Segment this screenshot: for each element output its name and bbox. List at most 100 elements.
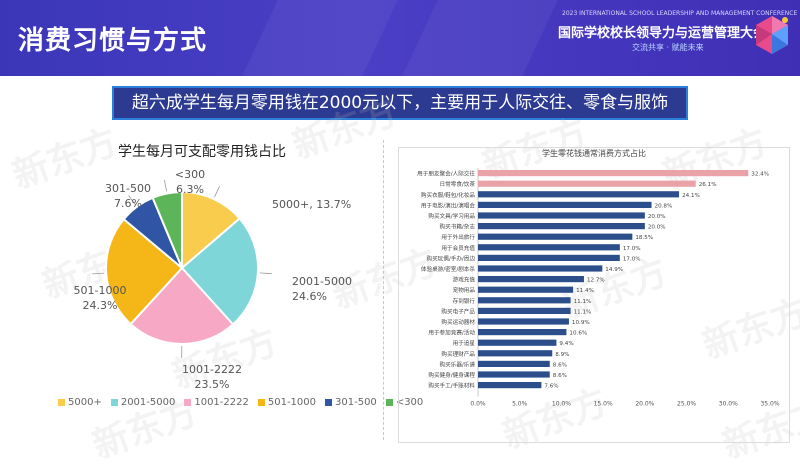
header-decoration [402, 0, 557, 76]
bar-value-label: 20.0% [648, 214, 666, 220]
legend-label: 2001-5000 [121, 397, 176, 408]
bar-用于朋友聚会/人际交往 [478, 170, 748, 176]
legend-item-501-1000: 501-1000 [258, 397, 316, 408]
pie-label-5000+: 5000+, 13.7% [272, 197, 351, 212]
bar-value-label: 10.6% [569, 331, 587, 337]
x-tick-label: 20.0% [635, 401, 654, 408]
bar-value-label: 20.8% [655, 203, 673, 209]
bar-体验桌游/密室/剧本杀 [478, 265, 602, 271]
bar-chart: 用于朋友聚会/人际交往 32.4% 日常零食/饮茶 26.1% 购买衣服/鞋包/化妆品 2… [398, 160, 790, 442]
bar-购买电子产品 [478, 308, 571, 314]
watermark-text: 新东方 [84, 383, 203, 469]
bar-category-label: 购买衣服/鞋包/化妆品 [421, 191, 476, 199]
bar-value-label: 11.4% [576, 288, 594, 294]
section-divider [383, 140, 384, 440]
x-tick-label: 5.0% [512, 401, 528, 408]
legend-swatch [58, 399, 65, 406]
bar-value-label: 32.4% [751, 172, 769, 178]
bar-用于外出旅行 [478, 234, 632, 240]
bar-value-label: 7.6% [544, 384, 558, 390]
header-decoration [242, 0, 397, 76]
bar-category-label: 存到银行 [453, 297, 476, 305]
x-tick-label: 30.0% [719, 401, 738, 408]
x-tick-label: 0.0% [470, 401, 486, 408]
bar-value-label: 17.0% [623, 256, 641, 262]
bar-category-label: 用于追星 [453, 339, 476, 347]
conference-title: 国际学校校长领导力与运营管理大会 [558, 22, 766, 41]
bar-category-label: 用于电影/演出/演唱会 [421, 201, 476, 209]
x-tick-label: 15.0% [594, 401, 613, 408]
legend-swatch [386, 399, 393, 406]
summary-banner: 超六成学生每月零用钱在2000元以下，主要用于人际交往、零食与服饰 [112, 86, 688, 120]
bar-用于参加竞赛/活动 [478, 329, 566, 335]
conference-slogan: 交流共享 · 赋能未来 [632, 42, 704, 53]
x-tick-label: 35.0% [760, 401, 779, 408]
bar-value-label: 18.5% [635, 235, 653, 241]
pie-leader-line [260, 273, 272, 274]
bar-用于会员充值 [478, 244, 620, 250]
bar-购买玩偶/手办/周边 [478, 255, 620, 261]
bar-日常零食/饮茶 [478, 181, 696, 187]
bar-购买乐器/乐谱 [478, 361, 550, 367]
pie-chart-title: 学生每月可支配零用钱占比 [118, 141, 286, 161]
bar-value-label: 24.1% [682, 193, 700, 199]
conference-logo-icon [752, 14, 792, 58]
bar-value-label: 26.1% [699, 182, 717, 188]
bar-category-label: 体验桌游/密室/剧本杀 [421, 265, 476, 273]
bar-category-label: 游戏充值 [453, 276, 476, 284]
bar-category-label: 用于朋友聚会/人际交往 [417, 170, 475, 178]
legend-item-2001-5000: 2001-5000 [111, 397, 176, 408]
bar-category-label: 用于参加竞赛/活动 [428, 329, 475, 337]
bar-购买理财产品 [478, 350, 552, 356]
bar-category-label: 购买玩偶/手办/周边 [426, 254, 475, 262]
bar-value-label: 9.4% [559, 341, 573, 347]
page-title: 消费习惯与方式 [18, 20, 207, 57]
bar-购买运动器材 [478, 318, 569, 324]
bar-存到银行 [478, 297, 571, 303]
bar-购买手工/手账材料 [478, 382, 541, 388]
bar-category-label: 购买电子产品 [441, 307, 475, 315]
pie-leader-line [92, 273, 104, 274]
legend-label: 301-500 [335, 397, 377, 408]
bar-category-label: 购买理财产品 [441, 350, 475, 358]
legend-swatch [111, 399, 118, 406]
legend-label: 1001-2222 [194, 397, 249, 408]
legend-label: 5000+ [68, 397, 102, 408]
bar-category-label: 用于外出旅行 [441, 233, 475, 241]
bar-value-label: 11.1% [574, 309, 592, 315]
x-tick-label: 25.0% [677, 401, 696, 408]
bar-value-label: 11.1% [574, 299, 592, 305]
bar-value-label: 20.0% [648, 225, 666, 231]
bar-value-label: 8.9% [555, 352, 569, 358]
legend-item-301-500: 301-500 [325, 397, 377, 408]
legend-item-5000+: 5000+ [58, 397, 102, 408]
bar-购买健身/健身课程 [478, 371, 550, 377]
bar-购买衣服/鞋包/化妆品 [478, 191, 679, 197]
bar-chart-title: 学生零花钱通常消费方式占比 [398, 148, 790, 159]
bar-宠物用品 [478, 287, 573, 293]
bar-category-label: 日常零食/饮茶 [440, 180, 476, 188]
bar-购买书籍/杂志 [478, 223, 645, 229]
bar-category-label: 购买手工/手账材料 [428, 382, 475, 390]
bar-value-label: 12.7% [587, 278, 605, 284]
bar-category-label: 用于会员充值 [441, 244, 475, 252]
bar-value-label: 10.9% [572, 320, 590, 326]
bar-category-label: 购买健身/健身课程 [428, 371, 475, 379]
bar-游戏充值 [478, 276, 584, 282]
bar-category-label: 宠物用品 [453, 286, 476, 294]
legend-swatch [184, 399, 191, 406]
legend-swatch [258, 399, 265, 406]
header-bar: 消费习惯与方式 2023 INTERNATIONAL SCHOOL LEADER… [0, 0, 800, 76]
legend-label: 501-1000 [268, 397, 316, 408]
bar-category-label: 购买乐器/乐谱 [440, 360, 476, 368]
bar-用于电影/演出/演唱会 [478, 202, 652, 208]
bar-购买文具/学习用品 [478, 212, 645, 218]
bar-value-label: 17.0% [623, 246, 641, 252]
legend-item-1001-2222: 1001-2222 [184, 397, 249, 408]
bar-category-label: 购买运动器材 [441, 318, 475, 326]
bar-category-label: 购买书籍/杂志 [440, 223, 476, 231]
